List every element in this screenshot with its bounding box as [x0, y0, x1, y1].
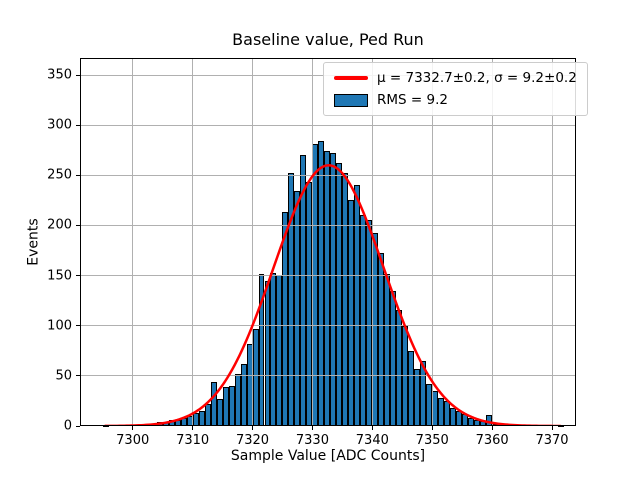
x-tick-label: 7340: [355, 433, 389, 448]
x-tick: [551, 426, 553, 430]
legend-entry-hist: RMS = 9.2: [334, 92, 577, 108]
y-tick: [76, 375, 80, 377]
gridline: [80, 325, 576, 327]
x-tick-label: 7330: [295, 433, 329, 448]
plot-area: Baseline value, Ped Run Events μ = 7332.…: [26, 30, 588, 464]
gridline: [80, 224, 576, 226]
gaussian-fit-curve-layer: [103, 164, 562, 426]
x-tick: [132, 426, 134, 430]
y-tick: [76, 124, 80, 126]
x-tick: [491, 426, 493, 430]
x-tick: [192, 426, 194, 430]
gridline: [80, 375, 576, 377]
legend-hist-patch-swatch: [334, 93, 368, 107]
x-tick: [431, 426, 433, 430]
y-tick: [76, 224, 80, 226]
x-tick-label: 7360: [475, 433, 509, 448]
y-tick-label: 200: [47, 217, 72, 233]
gridline: [80, 124, 576, 126]
y-tick: [76, 275, 80, 277]
y-tick: [76, 74, 80, 76]
y-tick-label: 50: [55, 368, 72, 384]
x-tick-label: 7320: [235, 433, 270, 448]
gridline: [311, 58, 313, 426]
x-tick-label: 7370: [535, 433, 569, 448]
y-tick-label: 0: [63, 418, 72, 434]
gridline: [80, 275, 576, 277]
x-tick-label: 7300: [116, 433, 150, 448]
gridline: [132, 58, 134, 426]
gridline: [80, 174, 576, 176]
legend-fit-line-swatch: [334, 76, 368, 80]
legend: μ = 7332.7±0.2, σ = 9.2±0.2 RMS = 9.2: [323, 62, 588, 116]
y-tick: [76, 425, 80, 427]
legend-entry-fit: μ = 7332.7±0.2, σ = 9.2±0.2: [334, 70, 577, 86]
y-tick: [76, 174, 80, 176]
gridline: [252, 58, 254, 426]
gaussian-fit-curve: [103, 164, 562, 426]
gridline: [371, 58, 373, 426]
x-tick: [371, 426, 373, 430]
x-tick-label: 7310: [176, 433, 210, 448]
x-tick-label: 7350: [415, 433, 449, 448]
chart-title: Baseline value, Ped Run: [232, 30, 424, 49]
gridline: [491, 58, 493, 426]
y-tick-label: 100: [47, 318, 72, 334]
y-tick: [76, 325, 80, 327]
y-tick-label: 150: [47, 268, 72, 284]
x-tick: [311, 426, 313, 430]
legend-hist-label: RMS = 9.2: [377, 92, 448, 108]
y-tick-label: 350: [47, 67, 72, 83]
x-tick: [252, 426, 254, 430]
y-tick-label: 300: [47, 117, 72, 133]
gridline: [431, 58, 433, 426]
x-axis-label: Sample Value [ADC Counts]: [230, 448, 426, 464]
y-tick-label: 250: [47, 167, 72, 183]
legend-fit-label: μ = 7332.7±0.2, σ = 9.2±0.2: [377, 70, 577, 86]
gridline: [551, 58, 553, 426]
gridline: [192, 58, 194, 426]
